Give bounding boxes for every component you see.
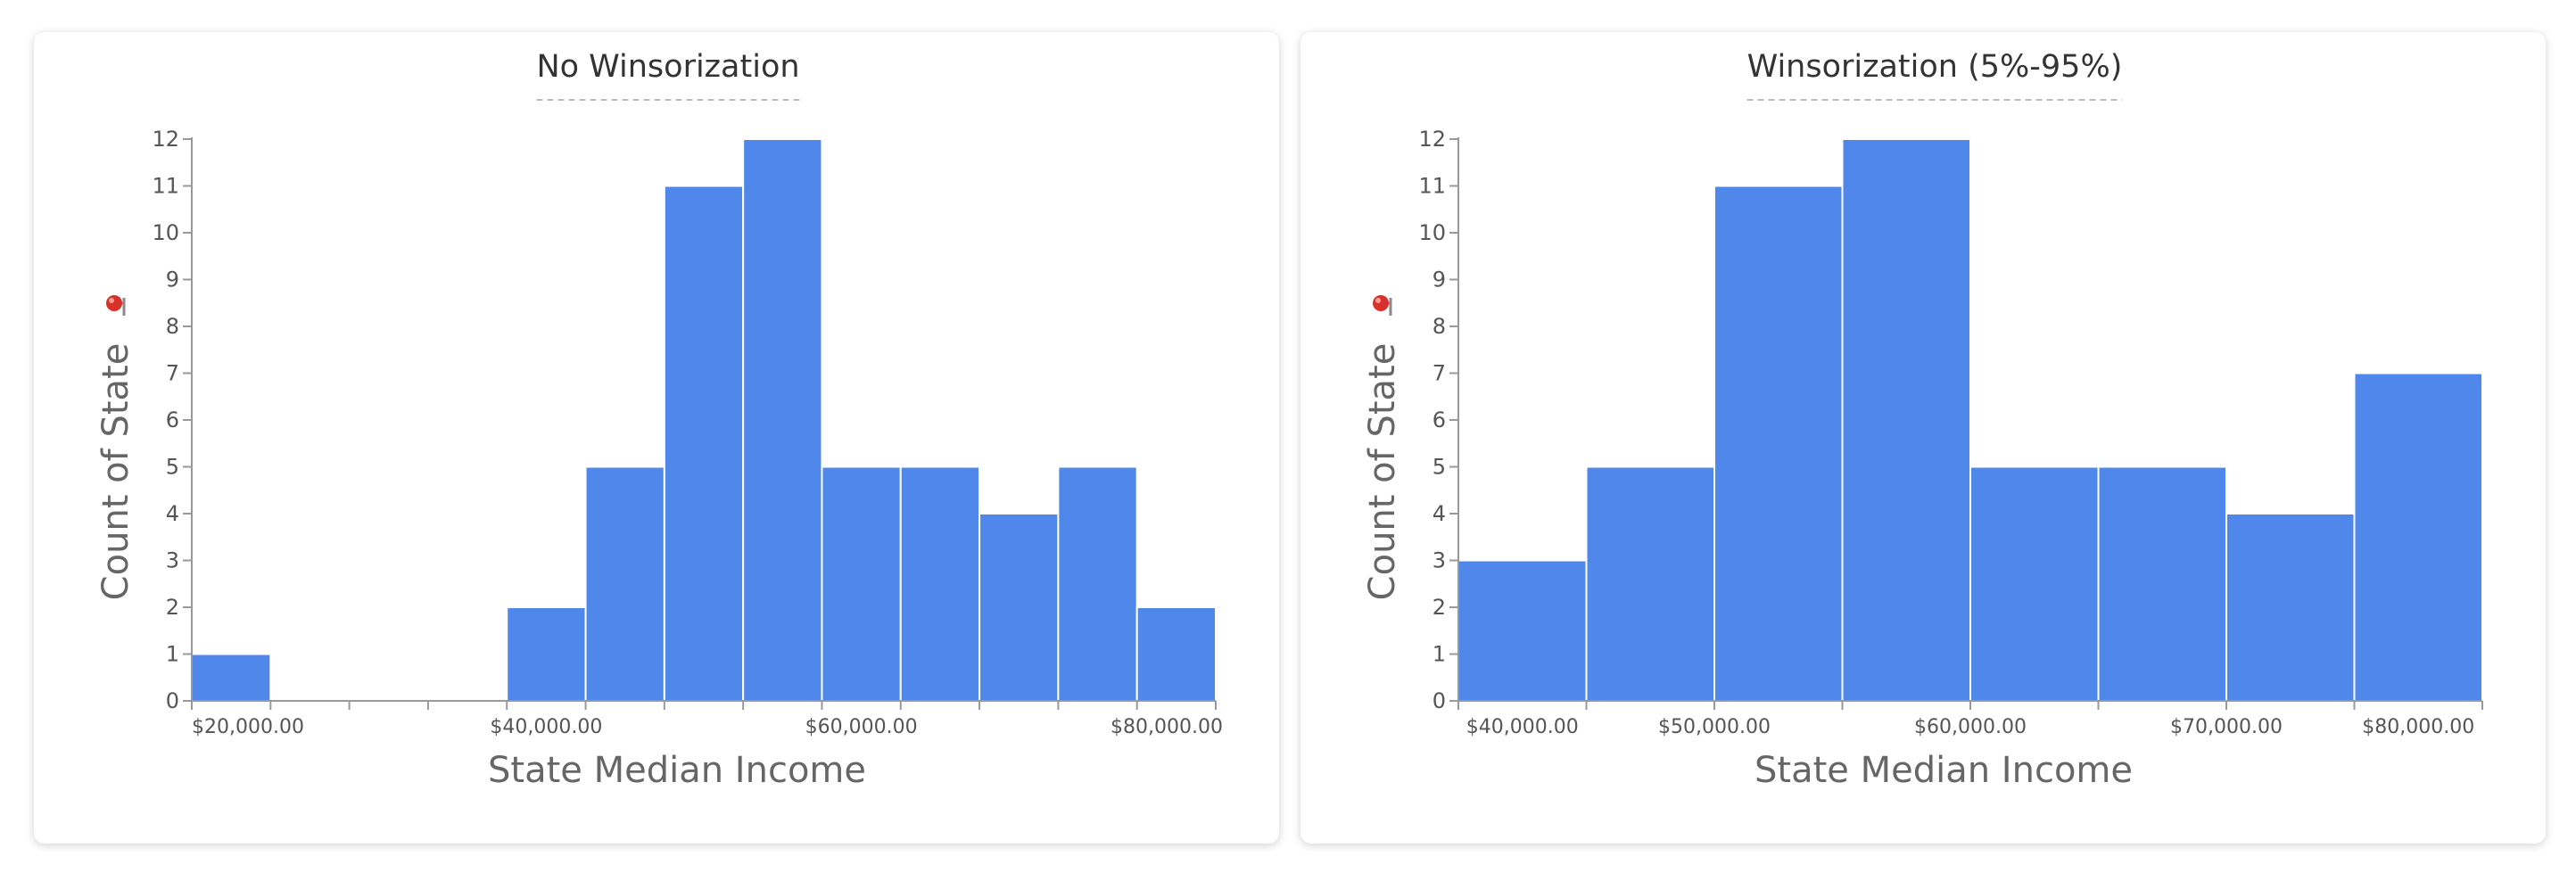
y-tick-label: 10	[1418, 220, 1446, 245]
x-axis-label: State Median Income	[488, 750, 866, 791]
histogram-bar[interactable]	[1057, 465, 1138, 702]
chart-card-winsorization: Winsorization (5%-95%) 0 1 2 3 4 5 6 7 8 9 10 11 12 $4…	[1300, 32, 2546, 844]
y-tick-label: 9	[1432, 268, 1446, 292]
histogram-bar[interactable]	[663, 185, 745, 702]
y-tick-label: 3	[1432, 548, 1446, 573]
x-tick-label: $20,000.00	[192, 716, 304, 738]
y-tick-label: 12	[1418, 127, 1446, 152]
y-tick-label: 4	[166, 501, 179, 526]
x-tick-label: $80,000.00	[1110, 716, 1223, 738]
y-tick-label: 11	[1418, 174, 1446, 199]
y-axis-label: Count of State	[1362, 343, 1403, 601]
histogram-bar[interactable]	[1457, 559, 1588, 702]
y-tick-label: 12	[152, 127, 179, 152]
pin-icon[interactable]	[1373, 295, 1392, 316]
histogram-bar[interactable]	[2353, 372, 2483, 702]
y-tick-label: 1	[1432, 642, 1446, 667]
x-axis-label: State Median Income	[1754, 750, 2133, 791]
histogram-bar[interactable]	[1135, 606, 1217, 702]
histogram-bar[interactable]	[821, 465, 902, 702]
y-tick-label: 10	[152, 220, 179, 245]
chart-title: No Winsorization	[536, 49, 799, 85]
histogram-bar[interactable]	[978, 513, 1060, 702]
x-tick-label: $60,000.00	[1914, 716, 2027, 738]
histogram-bar[interactable]	[2225, 513, 2356, 702]
x-tick-label: $70,000.00	[2170, 716, 2283, 738]
histogram-bar[interactable]	[506, 606, 587, 702]
histogram-winsorization: Winsorization (5%-95%)0123456789101112$4…	[1362, 49, 2483, 791]
histogram-bar[interactable]	[1713, 185, 1844, 702]
x-tick-label: $60,000.00	[805, 716, 918, 738]
histogram-bar[interactable]	[1585, 465, 1715, 702]
pin-icon[interactable]	[106, 295, 126, 316]
histogram-bar[interactable]	[742, 138, 823, 702]
y-tick-label: 6	[166, 408, 179, 432]
y-tick-label: 8	[1432, 314, 1446, 339]
y-axis-label: Count of State	[95, 343, 136, 601]
histogram-no-winsorization: No Winsorization0123456789101112$20,000.…	[95, 49, 1223, 791]
y-tick-label: 1	[166, 642, 179, 667]
histogram-bar[interactable]	[584, 465, 665, 702]
histogram-bar[interactable]	[2097, 465, 2227, 702]
x-tick-label: $40,000.00	[1466, 716, 1579, 738]
x-tick-label: $80,000.00	[2362, 716, 2474, 738]
histogram-bar[interactable]	[1969, 465, 2100, 702]
y-tick-label: 3	[166, 548, 179, 573]
y-tick-label: 8	[166, 314, 179, 339]
y-tick-label: 2	[166, 595, 179, 620]
y-tick-label: 0	[1432, 688, 1446, 713]
y-tick-label: 0	[166, 688, 179, 713]
histogram-bar[interactable]	[191, 653, 272, 702]
y-tick-label: 5	[1432, 455, 1446, 480]
chart-card-no-winsorization: No Winsorization 0 1 2 3 4 5 6 7 8 9 10 11 12 $20,000.…	[34, 32, 1279, 844]
histogram-bar[interactable]	[899, 465, 981, 702]
y-tick-label: 7	[1432, 361, 1446, 386]
y-tick-label: 9	[166, 268, 179, 292]
x-tick-label: $40,000.00	[490, 716, 602, 738]
x-tick-label: $50,000.00	[1658, 716, 1771, 738]
y-tick-label: 4	[1432, 501, 1446, 526]
y-tick-label: 7	[166, 361, 179, 386]
y-tick-label: 5	[166, 455, 179, 480]
y-tick-label: 6	[1432, 408, 1446, 432]
y-tick-label: 2	[1432, 595, 1446, 620]
histogram-bar[interactable]	[1841, 138, 1971, 702]
y-tick-label: 11	[152, 174, 179, 199]
chart-title: Winsorization (5%-95%)	[1747, 49, 2123, 85]
